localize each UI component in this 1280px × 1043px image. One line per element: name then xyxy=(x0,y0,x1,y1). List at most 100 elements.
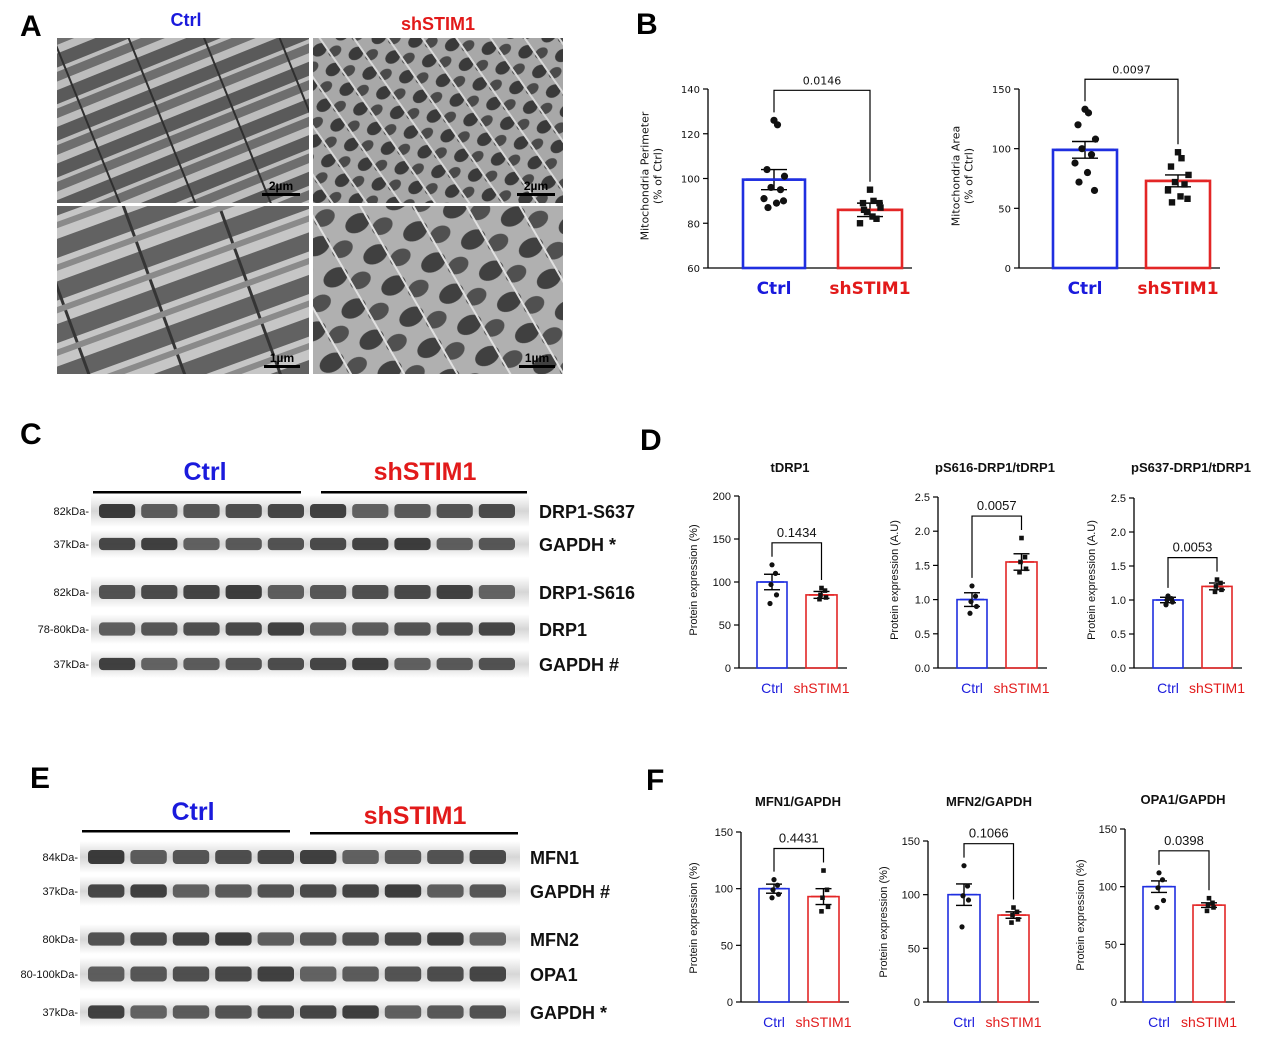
blot-band xyxy=(215,884,252,898)
y-tick-label: 100 xyxy=(713,577,731,589)
blot-band xyxy=(183,622,220,636)
y-tick-label: 2.0 xyxy=(1111,527,1126,539)
y-tick-label: 80 xyxy=(687,219,700,230)
y-tick-label: 60 xyxy=(687,264,700,275)
data-point xyxy=(773,592,780,598)
bar-ctrl xyxy=(947,893,981,1003)
bar-shstim1 xyxy=(1201,585,1233,669)
blot-band xyxy=(310,537,347,551)
data-point xyxy=(968,599,974,605)
y-axis-label: Protein expression (%) xyxy=(688,862,700,973)
bar-shstim1 xyxy=(805,594,838,669)
x-label-ctrl: Ctrl xyxy=(1157,680,1179,696)
panel-letter-d: D xyxy=(640,424,662,457)
blot-band xyxy=(172,932,210,946)
blot-band xyxy=(310,584,347,600)
data-point xyxy=(1211,905,1216,910)
chart-title: pS616-DRP1/tDRP1 xyxy=(935,460,1055,475)
y-tick-label: 0 xyxy=(725,663,731,675)
y-tick-label: 150 xyxy=(992,85,1011,96)
scale-bar-label: 2µm xyxy=(524,179,548,193)
data-point xyxy=(1214,577,1220,582)
scale-bar-label: 1µm xyxy=(525,351,549,365)
molecular-weight-label: 37kDa- xyxy=(54,659,90,671)
significance-bracket xyxy=(773,89,871,182)
blot-band xyxy=(300,884,337,898)
molecular-weight-label: 37kDa- xyxy=(54,539,90,551)
blot-band xyxy=(342,849,379,865)
blot-band xyxy=(300,932,337,946)
blot-band xyxy=(257,849,294,865)
data-point xyxy=(1181,181,1188,188)
data-point xyxy=(1155,885,1161,891)
blot-band xyxy=(436,584,473,600)
protein-label: DRP1-S637 xyxy=(539,502,635,522)
blot-band xyxy=(267,657,304,671)
data-point xyxy=(876,199,883,207)
data-point xyxy=(819,909,824,914)
data-point xyxy=(776,186,785,194)
panel-letter-f: F xyxy=(646,764,664,797)
y-tick-label: 50 xyxy=(1105,939,1117,951)
panel-letter-a: A xyxy=(20,10,42,43)
data-point xyxy=(1011,905,1016,910)
data-point xyxy=(1019,535,1024,541)
data-point xyxy=(1168,199,1176,206)
y-tick-label: 50 xyxy=(998,204,1011,215)
blot-band xyxy=(172,966,210,982)
data-point xyxy=(1078,145,1086,153)
data-point xyxy=(1071,159,1079,167)
data-point xyxy=(866,186,874,193)
data-point xyxy=(1091,135,1100,143)
y-tick-label: 1.5 xyxy=(915,560,930,572)
data-point xyxy=(1169,599,1176,605)
blot-band xyxy=(183,503,220,519)
molecular-weight-label: 80-100kDa- xyxy=(21,969,79,981)
x-label-ctrl: Ctrl xyxy=(1068,279,1103,299)
data-point xyxy=(1164,597,1170,603)
data-point xyxy=(873,215,880,222)
blot-band xyxy=(436,622,473,636)
blot-band xyxy=(183,657,220,671)
p-value: 0.1066 xyxy=(969,826,1009,841)
blot-band xyxy=(394,584,431,600)
y-tick-label: 150 xyxy=(715,827,733,839)
panel-letter-b: B xyxy=(636,8,658,41)
data-point xyxy=(1018,559,1023,565)
blot-band xyxy=(478,537,515,551)
data-point xyxy=(820,895,825,901)
y-tick-label: 2.5 xyxy=(915,492,930,504)
blot-band xyxy=(352,657,389,671)
blot-band xyxy=(427,932,464,946)
blot-band xyxy=(141,622,178,636)
data-point xyxy=(1210,900,1215,906)
blot-band xyxy=(215,932,252,946)
y-axis-label: Protein expression (%) xyxy=(688,524,700,635)
molecular-weight-label: 84kDa- xyxy=(43,852,79,864)
y-tick-label: 0 xyxy=(914,997,920,1009)
blot-band xyxy=(215,966,252,982)
blot-c-ctrl-line xyxy=(93,491,301,494)
y-tick-label: 1.0 xyxy=(915,595,930,607)
blot-band xyxy=(300,849,337,865)
blot-band xyxy=(99,584,136,600)
data-point xyxy=(877,204,884,211)
blot-band xyxy=(267,503,304,519)
blot-band xyxy=(172,849,210,865)
y-tick-label: 100 xyxy=(992,145,1011,156)
em-image-shstim1-bottom: 1µm xyxy=(313,206,563,374)
protein-label: MFN2 xyxy=(530,930,579,950)
blot-band xyxy=(183,584,220,600)
blot-e-shstim1-label: shSTIM1 xyxy=(364,802,467,830)
blots-panel-e: 84kDa- MFN1 37kDa- GAPDH # 80kDa- MFN2 80-100k… xyxy=(21,841,610,1027)
significance-bracket xyxy=(1158,850,1210,891)
blot-band xyxy=(225,584,262,600)
molecular-weight-label: 82kDa- xyxy=(54,506,90,518)
data-point xyxy=(774,882,781,888)
data-point xyxy=(817,596,822,602)
chart-title: MFN1/GAPDH xyxy=(755,794,841,809)
data-point xyxy=(1017,569,1022,575)
blot-band xyxy=(469,1005,506,1019)
blot-band xyxy=(99,622,136,636)
blot-band xyxy=(257,966,294,982)
